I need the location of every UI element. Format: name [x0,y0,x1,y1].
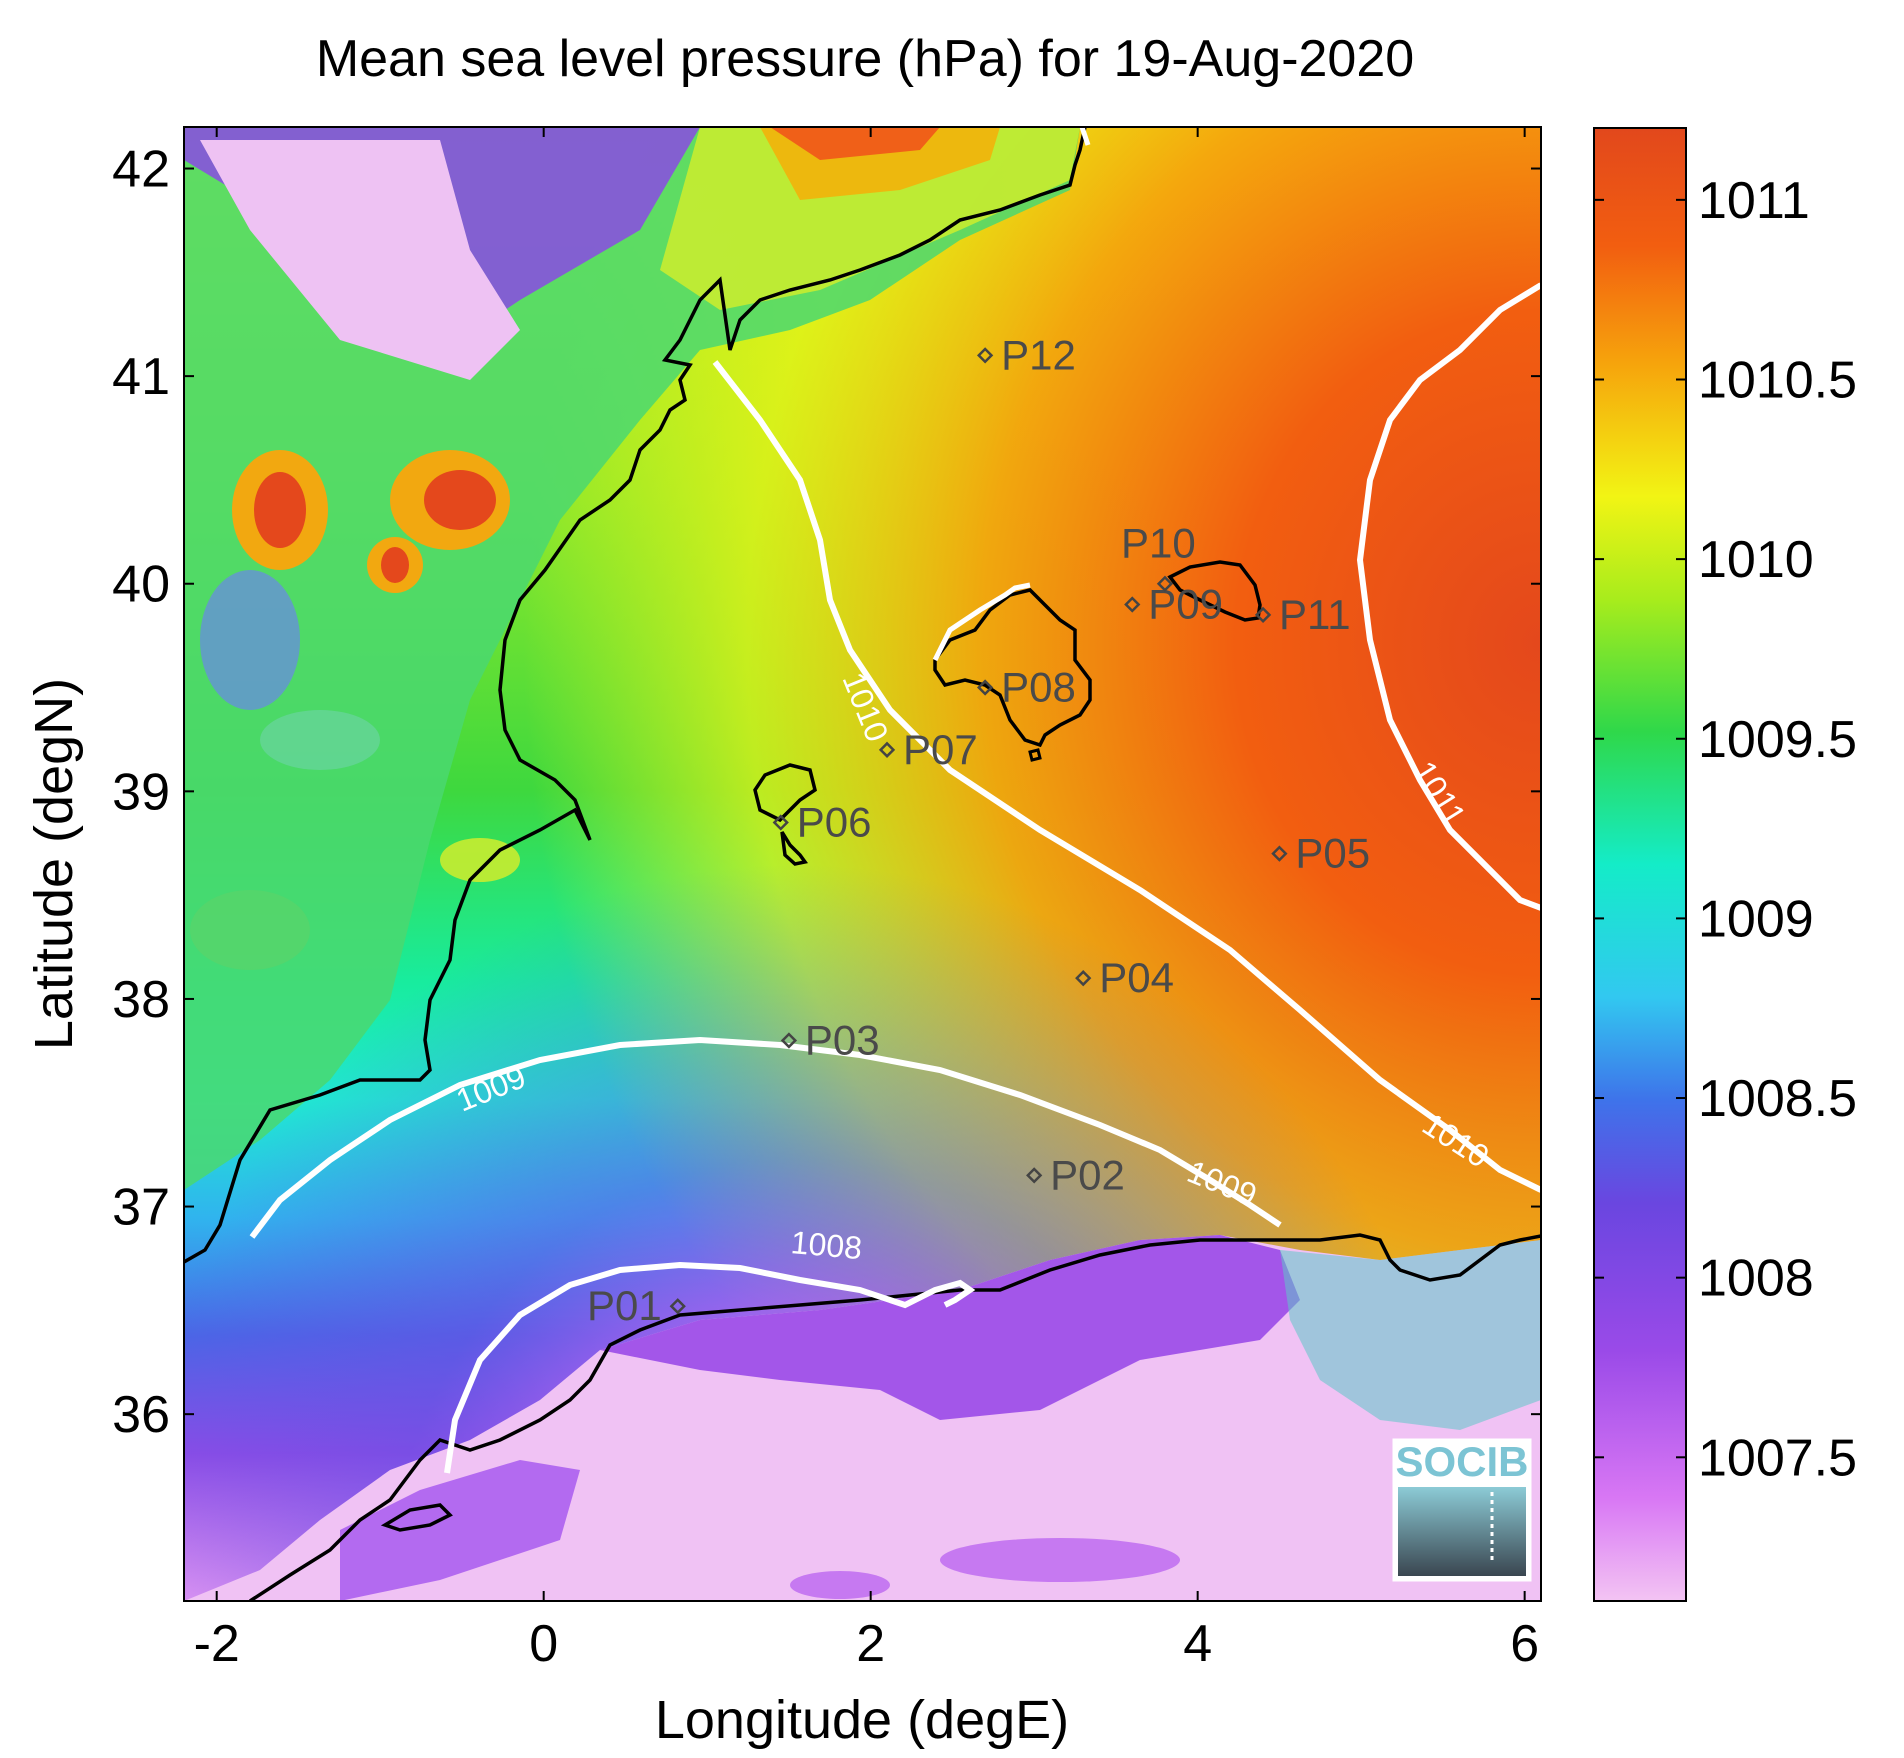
station-marker [1075,970,1092,987]
colorbar-tick-label: 1008.5 [1698,1070,1857,1128]
station-label: P11 [1279,591,1351,638]
x-axis-ticks: -2 0 2 4 6 [194,127,1539,1673]
contour-1011 [1356,282,1541,911]
colorbar-tick-label: 1010.5 [1698,351,1857,409]
contour-1008 [444,1261,976,1474]
station-label: P01 [587,1282,662,1329]
y-axis-label: Latitude (degN) [24,678,84,1050]
iberia-land-field [184,127,1080,1190]
map-frame [183,126,1542,1602]
colorbar-tick-label: 1009.5 [1698,711,1857,769]
coastline-africa [249,1233,1541,1601]
colorbar: 1007.5 1008 1008.5 1009 1009.5 1010 1010.5 1011 [1593,127,1857,1602]
station-label: P02 [1050,1151,1125,1198]
y-tick-label: 42 [112,141,170,199]
contour-label-1008: 1008 [789,1224,863,1266]
colorbar-gradient [1593,127,1687,1602]
y-tick-label: 37 [112,1179,170,1237]
station-marker [1156,575,1174,592]
station-marker [1124,596,1141,613]
chart-title: Mean sea level pressure (hPa) for 19-Aug… [316,30,1414,88]
station-marker [976,347,994,364]
contour-1010-top [1079,127,1091,146]
coastline-africa-spit [380,1503,453,1532]
y-tick-label: 39 [112,763,170,821]
contour-1010 [712,360,1541,1193]
colorbar-ticks: 1007.5 1008 1008.5 1009 1009.5 1010 1010.5 1011 [1594,172,1857,1487]
island-ibiza [753,763,817,823]
station-points: P01 P02 P03 P04 P05 P06 P07 P08 P09 P10 P11 P12 [587,331,1370,1329]
socib-logo: SOCIB [1392,1438,1532,1582]
station-label: P04 [1099,954,1174,1001]
y-tick-label: 38 [112,971,170,1029]
x-tick-label: 4 [1183,1615,1212,1673]
colorbar-tick-label: 1011 [1698,172,1810,230]
x-tick-label: -2 [194,1615,240,1673]
colorbar-tick-label: 1008 [1698,1250,1814,1308]
map-plot-area: 1008 1009 1009 1010 1010 1011 P01P02P03P… [184,127,1541,1601]
station-label: P05 [1295,830,1370,877]
station-marker [1254,606,1272,624]
y-axis-ticks: 36 37 38 39 40 41 42 [112,141,1541,1444]
station-marker [772,814,789,831]
station-marker [780,1032,798,1049]
station-label: P06 [797,798,872,845]
station-marker [669,1298,686,1315]
x-tick-label: 0 [529,1615,558,1673]
colorbar-tick-label: 1010 [1698,531,1814,589]
island-cabrera [1028,748,1042,762]
station-label: P08 [1001,664,1076,711]
station-marker [1271,845,1288,862]
station-marker [878,741,896,758]
x-tick-label: 6 [1510,1615,1539,1673]
socib-logo-text: SOCIB [1395,1438,1528,1485]
y-tick-label: 41 [112,348,170,406]
station-marker [976,679,994,696]
x-tick-label: 2 [856,1615,885,1673]
coastline-iberia [184,127,1087,1264]
y-tick-label: 40 [112,556,170,614]
contour-1010-mallorca [932,582,1031,662]
x-axis-label: Longitude (degE) [655,1690,1069,1750]
station-label: P03 [805,1016,880,1063]
y-tick-label: 36 [112,1386,170,1444]
contour-1009 [249,1036,1282,1239]
island-formentera [780,831,808,866]
station-label: P09 [1148,580,1223,627]
station-marker [1026,1167,1043,1184]
station-label: P07 [903,726,978,773]
colorbar-tick-label: 1007.5 [1698,1429,1857,1487]
station-label: P12 [1001,331,1076,378]
colorbar-tick-label: 1009 [1698,890,1814,948]
station-label: P10 [1121,520,1196,567]
